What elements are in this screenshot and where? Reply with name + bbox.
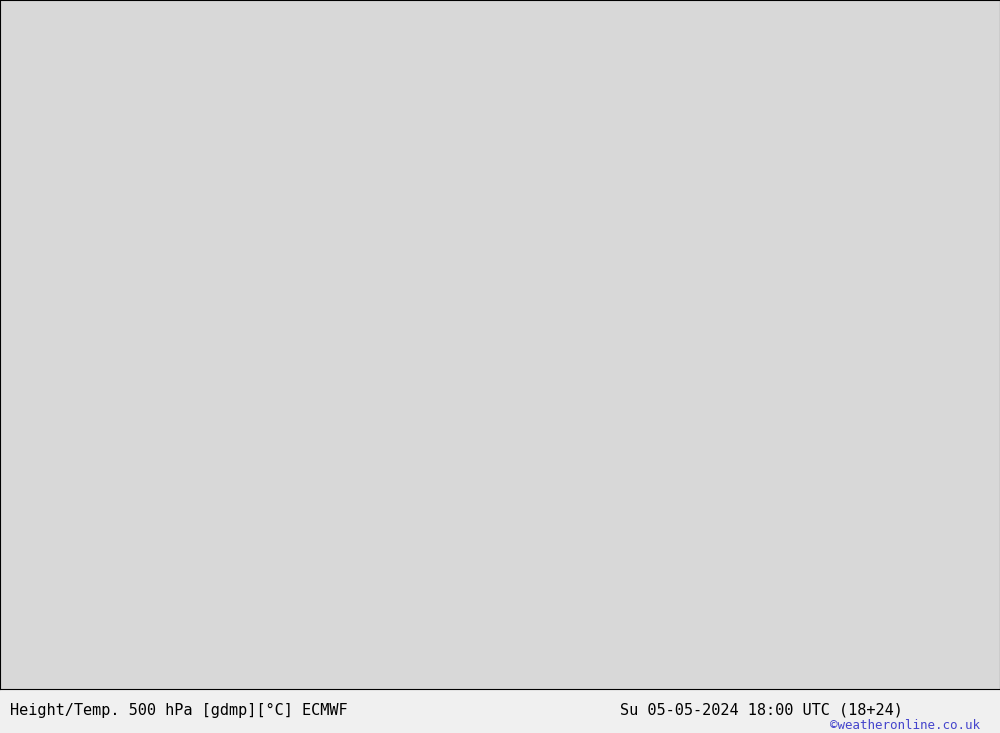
Text: Su 05-05-2024 18:00 UTC (18+24): Su 05-05-2024 18:00 UTC (18+24) bbox=[620, 703, 903, 718]
Text: Height/Temp. 500 hPa [gdmp][°C] ECMWF: Height/Temp. 500 hPa [gdmp][°C] ECMWF bbox=[10, 703, 348, 718]
Text: ©weatheronline.co.uk: ©weatheronline.co.uk bbox=[830, 719, 980, 732]
